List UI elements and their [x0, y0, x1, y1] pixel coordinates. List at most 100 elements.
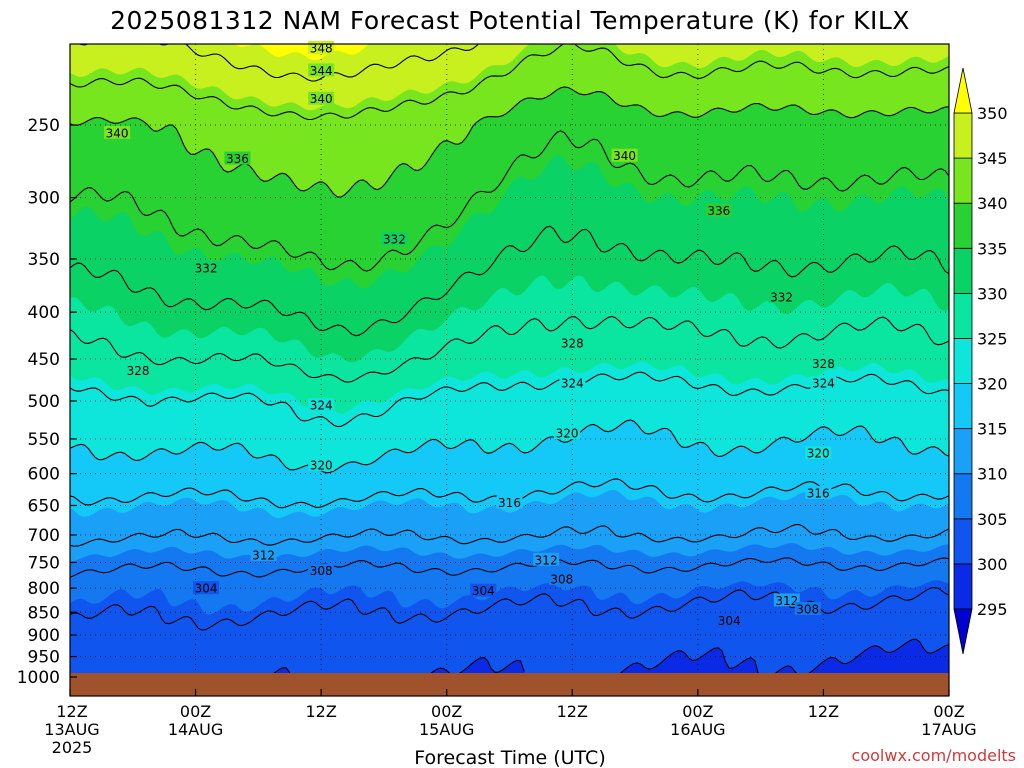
isentrope-348k [78, 44, 480, 82]
contour-label-15: 324 [308, 397, 335, 412]
contour-label-25: 308 [548, 572, 575, 587]
contour-label-text: 312 [775, 594, 798, 608]
contour-label-text: 304 [472, 584, 495, 598]
contour-label-bg [559, 335, 586, 349]
contour-label-bg [810, 376, 837, 390]
y-tick-label: 300 [28, 189, 60, 209]
contour-label-12: 328 [810, 356, 837, 371]
contour-label-bg [705, 203, 732, 217]
contour-label-text: 332 [195, 261, 218, 275]
colorbar-segment [953, 247, 973, 294]
colorbar-label: 330 [977, 284, 1008, 303]
contour-labels: 348 344 340 340 340 336 336 332 332 332 328 328 328 3… [104, 40, 837, 628]
colorbar-segment [953, 338, 973, 384]
contour-label-14: 324 [810, 376, 837, 391]
y-tick-label: 650 [28, 496, 60, 516]
colorbar-min-arrow [953, 608, 973, 655]
contour-label-bg [548, 572, 575, 586]
contour-label-text: 320 [556, 427, 579, 441]
y-axis: 250 300 350 400 450 500 550 600 650 700 750 800 850 9… [17, 116, 77, 688]
x-tick-label: 00Z [682, 702, 713, 721]
contour-label-bg [308, 563, 335, 577]
isentrope-320k [70, 419, 949, 474]
contour-label-bg [308, 457, 335, 471]
contour-label-text: 316 [498, 496, 521, 510]
contour-label-text: 332 [770, 290, 793, 304]
isentrope-312k [70, 523, 949, 547]
isentrope-332k [70, 225, 949, 337]
contour-label-17: 320 [308, 457, 335, 472]
contour-label-text: 320 [807, 447, 830, 461]
contour-label-bg [381, 232, 408, 246]
contour-label-bg [104, 125, 131, 139]
colorbar-label: 300 [977, 555, 1008, 574]
contour-label-bg [193, 260, 220, 274]
colorbar-label: 295 [977, 600, 1008, 619]
isentrope-352k [312, 36, 323, 38]
grid-lines [70, 44, 949, 696]
contour-label-bg [805, 486, 832, 500]
contour-label-text: 304 [195, 582, 218, 596]
contour-label-bg [308, 63, 335, 77]
y-tick-label: 1000 [17, 668, 60, 688]
x-tick-date: 15AUG [419, 720, 474, 739]
x-tick-year: 2025 [52, 738, 93, 757]
colorbar-label: 320 [977, 375, 1008, 394]
contour-label-bg [794, 601, 821, 615]
chart-title: 2025081312 NAM Forecast Potential Temper… [110, 6, 910, 35]
contour-label-bg [193, 581, 220, 595]
contour-label-text: 324 [812, 377, 835, 391]
contour-label-text: 312 [535, 553, 558, 567]
contour-label-text: 308 [796, 602, 819, 616]
contour-label-text: 348 [310, 41, 333, 55]
ground-surface [70, 672, 949, 696]
contour-label-20: 316 [805, 486, 832, 501]
contour-label-18: 320 [805, 446, 832, 461]
colorbar-segment [953, 157, 973, 204]
contour-label-text: 324 [561, 377, 584, 391]
contour-label-26: 308 [794, 601, 821, 616]
colorbar-segment [953, 473, 973, 520]
x-tick-label: 12Z [557, 702, 588, 721]
contour-label-bg [559, 376, 586, 390]
contour-label-bg [716, 613, 743, 627]
contour-label-text: 340 [310, 92, 333, 106]
x-tick-label: 00Z [431, 702, 462, 721]
contour-label-bg [533, 552, 560, 566]
colorbar-segment [953, 112, 973, 159]
isentrope-340k [70, 86, 949, 198]
colorbar-segment [953, 518, 973, 565]
contour-label-text: 332 [383, 233, 406, 247]
colorbar-segment [953, 202, 973, 249]
colorbar-label: 305 [977, 510, 1008, 529]
contour-label-text: 328 [127, 364, 150, 378]
y-tick-label: 600 [28, 465, 60, 485]
contour-label-10: 328 [559, 335, 586, 350]
contour-label-29: 304 [716, 613, 743, 628]
y-tick-label: 550 [28, 430, 60, 450]
plot-frame [69, 43, 950, 697]
contour-label-bg [250, 547, 277, 561]
contour-label-bg [308, 397, 335, 411]
contour-label-text: 324 [310, 398, 333, 412]
contour-label-22: 312 [533, 552, 560, 567]
y-tick-label: 500 [28, 392, 60, 412]
contour-label-bg [554, 426, 581, 440]
contour-label-text: 328 [812, 357, 835, 371]
contour-label-23: 312 [773, 593, 800, 608]
contour-label-bg [768, 289, 795, 303]
contour-label-24: 308 [308, 563, 335, 578]
contour-label-text: 336 [226, 152, 249, 166]
contour-label-bg [805, 446, 832, 460]
colorbar-label: 350 [977, 104, 1008, 123]
contour-label-text: 316 [807, 487, 830, 501]
x-tick-date: 16AUG [670, 720, 725, 739]
x-tick-label: 12Z [56, 702, 87, 721]
contour-label-text: 344 [310, 64, 333, 78]
contour-label-3: 340 [104, 125, 131, 140]
x-axis-label: Forecast Time (UTC) [414, 747, 605, 768]
contour-label-bg [611, 148, 638, 162]
colorbar-label: 325 [977, 329, 1008, 348]
